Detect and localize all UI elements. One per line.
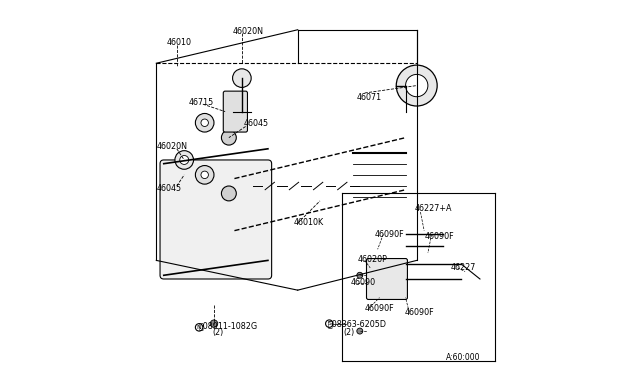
Text: 46020N: 46020N: [157, 142, 188, 151]
Text: 46090F: 46090F: [375, 230, 404, 239]
Text: 46010K: 46010K: [294, 218, 324, 227]
Circle shape: [221, 186, 236, 201]
Circle shape: [221, 130, 236, 145]
Text: 46071: 46071: [356, 93, 381, 102]
Circle shape: [195, 113, 214, 132]
Circle shape: [396, 65, 437, 106]
Text: 46227+A: 46227+A: [415, 204, 452, 213]
Circle shape: [211, 320, 218, 327]
Text: 46715: 46715: [189, 98, 214, 107]
Circle shape: [201, 171, 209, 179]
FancyBboxPatch shape: [367, 259, 408, 299]
FancyBboxPatch shape: [160, 160, 271, 279]
Text: A:60:000: A:60:000: [445, 353, 480, 362]
Text: N: N: [196, 325, 202, 330]
Text: 46010: 46010: [167, 38, 192, 47]
Text: ⓝ08911-1082G: ⓝ08911-1082G: [199, 321, 258, 330]
Circle shape: [357, 328, 363, 334]
Text: (2): (2): [212, 328, 223, 337]
Circle shape: [195, 166, 214, 184]
Circle shape: [201, 119, 209, 126]
Circle shape: [357, 272, 363, 278]
Circle shape: [326, 320, 333, 327]
Text: 46227: 46227: [451, 263, 476, 272]
FancyBboxPatch shape: [223, 91, 248, 132]
Circle shape: [180, 155, 189, 164]
Text: 46090F: 46090F: [405, 308, 435, 317]
Text: S: S: [328, 321, 332, 326]
Circle shape: [232, 69, 251, 87]
Circle shape: [195, 324, 203, 331]
Text: Ⓢ08363-6205D: Ⓢ08363-6205D: [328, 319, 387, 328]
Text: 46045: 46045: [244, 119, 269, 128]
Circle shape: [175, 151, 193, 169]
Text: (2): (2): [343, 328, 355, 337]
Text: 46090F: 46090F: [365, 304, 394, 313]
Text: 46090: 46090: [351, 278, 376, 287]
Text: 46045: 46045: [157, 185, 182, 193]
Text: 46020P: 46020P: [357, 255, 387, 264]
Text: 46090F: 46090F: [424, 232, 454, 241]
Text: 46020N: 46020N: [232, 27, 264, 36]
Circle shape: [406, 74, 428, 97]
